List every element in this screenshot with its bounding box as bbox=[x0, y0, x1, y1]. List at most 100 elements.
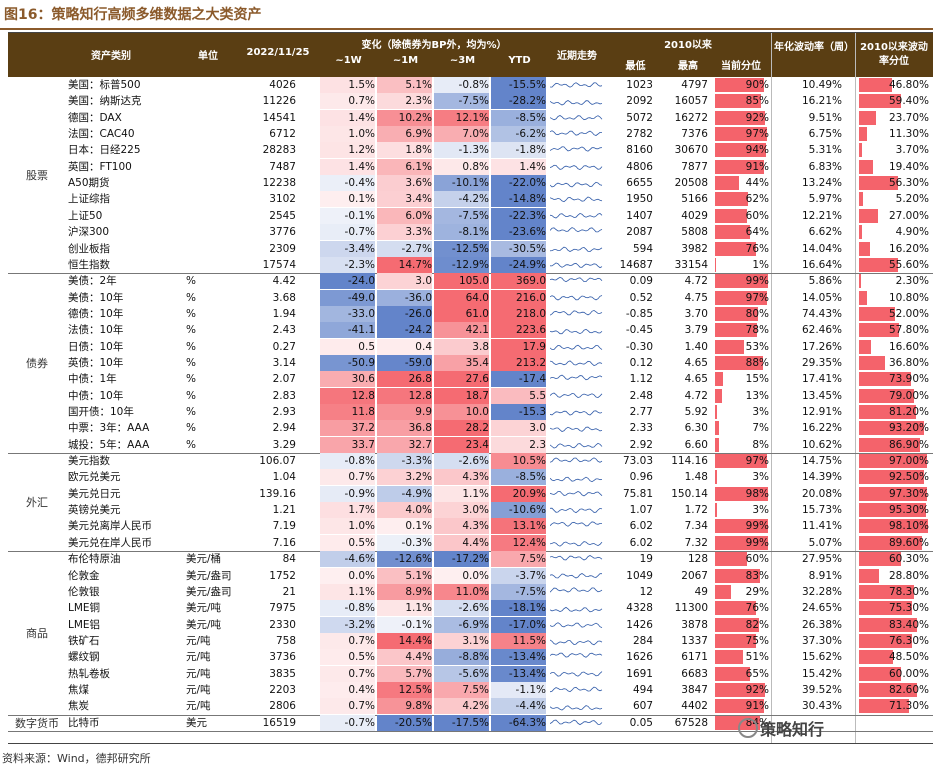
header-vol: 年化波动率（周） bbox=[774, 42, 854, 53]
change-1w: 0.7% bbox=[320, 469, 375, 486]
unit bbox=[186, 175, 252, 191]
change-1w: 1.4% bbox=[320, 109, 375, 126]
change-1w: 1.1% bbox=[320, 583, 375, 600]
header-unit: 单位 bbox=[198, 51, 218, 62]
asset-name: 日债：10年 bbox=[68, 340, 124, 353]
change-1w: -0.7% bbox=[320, 224, 375, 241]
change-ytd: 17.9 bbox=[491, 338, 546, 355]
asset-name: 恒生指数 bbox=[68, 258, 110, 271]
group-label: 商品 bbox=[8, 551, 66, 716]
unit bbox=[186, 224, 252, 240]
change-1w: -3.2% bbox=[320, 616, 375, 633]
change-1w: 1.0% bbox=[320, 126, 375, 143]
vol-percentile-text: 86.90% bbox=[888, 438, 929, 451]
vol-percentile-text: 27.00% bbox=[888, 209, 929, 222]
annual-volatility: 14.05% bbox=[801, 291, 842, 304]
change-ytd: -4.4% bbox=[491, 698, 546, 715]
annual-volatility: 37.30% bbox=[801, 634, 842, 647]
percentile-cell: 75% bbox=[715, 633, 769, 649]
change-1w: -41.1 bbox=[320, 322, 375, 339]
sparkline bbox=[550, 442, 603, 449]
annual-volatility: 16.64% bbox=[801, 258, 842, 271]
asset-name: LME铝 bbox=[68, 618, 101, 631]
asset-name: 热轧卷板 bbox=[68, 667, 110, 680]
vol-percentile-bar bbox=[859, 306, 896, 321]
vol-percentile-bar bbox=[859, 633, 913, 648]
annual-volatility: 6.83% bbox=[808, 160, 842, 173]
high-since-2010: 1.40 bbox=[684, 340, 708, 353]
header-volpct: 2010以来波动率分位 bbox=[860, 42, 928, 67]
trend-cell bbox=[550, 420, 606, 436]
change-1m: 5.1% bbox=[377, 77, 432, 93]
change-1m: -36.0 bbox=[377, 289, 432, 306]
change-ytd: -3.7% bbox=[491, 567, 546, 584]
high-since-2010: 6.30 bbox=[684, 422, 708, 435]
change-ytd: -17.0% bbox=[491, 616, 546, 633]
change-ytd: 12.4% bbox=[491, 534, 546, 551]
vol-percentile-cell: 73.90% bbox=[859, 371, 929, 387]
low-since-2010: 1023 bbox=[626, 79, 653, 91]
sparkline bbox=[550, 164, 603, 170]
change-1w: -4.6% bbox=[320, 551, 375, 568]
asset-name: 中债：10年 bbox=[68, 389, 124, 402]
group-label-text: 债券 bbox=[26, 357, 48, 371]
low-since-2010: 19 bbox=[639, 553, 653, 566]
header-1w: ~1W bbox=[335, 55, 362, 66]
change-3m: 1.1% bbox=[434, 485, 489, 502]
watermark: 策略知行 bbox=[760, 720, 825, 739]
vol-percentile-cell: 78.30% bbox=[859, 584, 929, 600]
low-since-2010: -0.85 bbox=[625, 307, 653, 320]
sparkline bbox=[550, 686, 603, 693]
asset-name: 国开债：10年 bbox=[68, 406, 134, 418]
percentile-text: 99% bbox=[745, 536, 769, 549]
vol-percentile-text: 46.80% bbox=[888, 79, 929, 91]
change-ytd: -13.4% bbox=[491, 649, 546, 666]
percentile-cell: 65% bbox=[715, 666, 769, 682]
percentile-text: 99% bbox=[745, 520, 769, 533]
header-date: 2022/11/25 bbox=[246, 47, 310, 58]
asset-name: 上证50 bbox=[68, 209, 103, 222]
annual-volatility: 14.04% bbox=[801, 242, 842, 255]
asset-name: 螺纹钢 bbox=[68, 651, 100, 664]
percentile-text: 90% bbox=[745, 79, 769, 91]
vol-percentile-cell: 28.80% bbox=[859, 568, 929, 584]
unit: % bbox=[186, 438, 196, 451]
vol-percentile-cell: 83.40% bbox=[859, 617, 929, 633]
table-row: 德国：DAX 14541 1.4% 10.2% 12.1% -8.5% 5072 16272 9… bbox=[66, 109, 933, 126]
annual-volatility: 12.91% bbox=[801, 406, 842, 418]
vol-percentile-cell: 59.40% bbox=[859, 93, 929, 109]
vol-percentile-bar bbox=[859, 421, 925, 436]
sparkline bbox=[550, 114, 603, 120]
sparkline bbox=[550, 587, 603, 593]
vol-percentile-cell: 60.00% bbox=[859, 666, 929, 682]
trend-cell bbox=[550, 175, 606, 191]
percentile-text: 60% bbox=[745, 209, 769, 222]
wechat-icon bbox=[738, 718, 758, 738]
vol-percentile-text: 52.00% bbox=[888, 307, 929, 320]
table-row: 日本：日经225 28283 1.2% 1.8% -1.3% -1.8% 8160 30670… bbox=[66, 142, 933, 159]
percentile-text: 65% bbox=[745, 667, 769, 680]
high-since-2010: 114.16 bbox=[671, 455, 708, 468]
percentile-bar bbox=[715, 241, 757, 256]
trend-cell bbox=[550, 535, 606, 551]
vol-percentile-text: 55.60% bbox=[888, 258, 929, 271]
change-1w: -49.0 bbox=[320, 289, 375, 306]
unit bbox=[186, 453, 252, 469]
low-since-2010: 6.02 bbox=[629, 536, 653, 549]
percentile-cell: 76% bbox=[715, 600, 769, 616]
percentile-cell: 60% bbox=[715, 208, 769, 224]
percentile-text: 82% bbox=[745, 618, 769, 631]
vol-percentile-cell: 55.60% bbox=[859, 257, 929, 273]
percentile-cell: 15% bbox=[715, 371, 769, 387]
change-1m: -0.1% bbox=[377, 616, 432, 633]
percentile-text: 83% bbox=[745, 569, 769, 582]
vol-percentile-bar bbox=[859, 257, 898, 272]
percentile-bar bbox=[715, 306, 759, 321]
high-since-2010: 20508 bbox=[674, 177, 708, 190]
annual-volatility: 30.43% bbox=[801, 700, 842, 713]
current-value: 3776 bbox=[269, 226, 296, 239]
sparkline bbox=[550, 329, 603, 335]
asset-name: 伦敦银 bbox=[68, 585, 100, 598]
change-3m: 105.0 bbox=[434, 273, 489, 290]
change-3m: -6.9% bbox=[434, 616, 489, 633]
